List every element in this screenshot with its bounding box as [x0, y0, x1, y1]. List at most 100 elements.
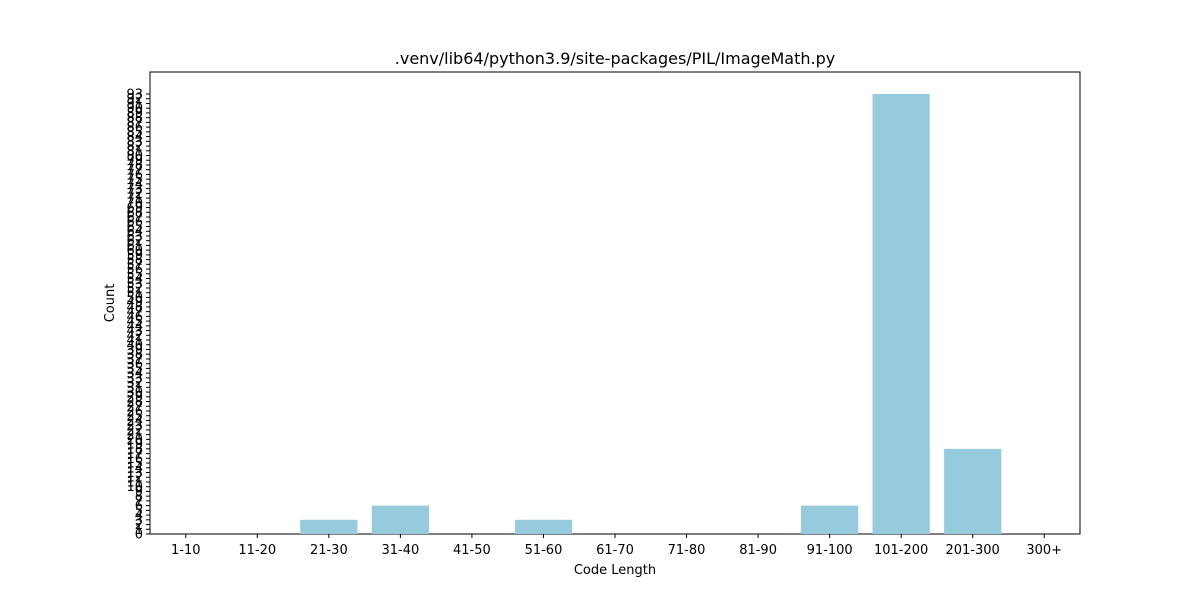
y-tick-label: 77: [126, 163, 143, 178]
y-axis: 0123456789101112131415161718192021222324…: [126, 88, 150, 543]
y-tick-label: 46: [126, 310, 143, 325]
y-tick-label: 19: [126, 438, 143, 453]
y-tick-label: 63: [126, 229, 143, 244]
x-tick-label: 41-50: [453, 543, 491, 558]
y-tick-label: 83: [126, 135, 143, 150]
y-tick-label: 47: [126, 305, 143, 320]
y-tick-label: 56: [126, 263, 143, 278]
y-tick-label: 73: [126, 182, 143, 197]
y-tick-label: 30: [126, 386, 143, 401]
y-tick-label: 81: [126, 144, 143, 159]
y-tick-label: 6: [135, 499, 143, 514]
bars-layer: [300, 94, 1002, 534]
y-tick-label: 58: [126, 253, 143, 268]
y-tick-label: 16: [126, 452, 143, 467]
x-tick-label: 300+: [1026, 543, 1062, 558]
y-tick-label: 49: [126, 296, 143, 311]
y-tick-label: 80: [126, 149, 143, 164]
bar-91-100: [801, 505, 859, 534]
y-tick-label: 71: [126, 192, 143, 207]
x-tick-label: 81-90: [739, 543, 777, 558]
y-tick-label: 79: [126, 154, 143, 169]
y-tick-label: 45: [126, 315, 143, 330]
y-tick-label: 88: [126, 111, 143, 126]
y-tick-label: 37: [126, 352, 143, 367]
y-tick-label: 93: [126, 88, 143, 103]
y-tick-label: 85: [126, 125, 143, 140]
y-tick-label: 55: [126, 267, 143, 282]
y-tick-label: 28: [126, 395, 143, 410]
y-tick-label: 27: [126, 400, 143, 415]
y-tick-label: 31: [126, 381, 143, 396]
y-tick-label: 25: [126, 409, 143, 424]
y-tick-label: 52: [126, 281, 143, 296]
y-tick-label: 76: [126, 168, 143, 183]
y-tick-label: 15: [126, 457, 143, 472]
y-tick-label: 61: [126, 239, 143, 254]
y-tick-label: 5: [135, 504, 143, 519]
y-tick-label: 32: [126, 376, 143, 391]
x-tick-label: 91-100: [807, 543, 853, 558]
x-axis: 1-10 11-20 21-30 31-40 41-50 51-60 61-70 71-80 8…: [171, 534, 1062, 558]
y-tick-label: 7: [135, 494, 143, 509]
y-tick-label: 17: [126, 447, 143, 462]
y-tick-label: 33: [126, 371, 143, 386]
y-tick-label: 14: [126, 461, 143, 476]
y-tick-label: 1: [135, 523, 143, 538]
y-tick-label: 29: [126, 390, 143, 405]
x-tick-label: 1-10: [171, 543, 201, 558]
y-tick-label: 60: [126, 244, 143, 259]
y-tick-label: 11: [126, 475, 143, 490]
y-tick-label: 23: [126, 419, 143, 434]
y-tick-label: 70: [126, 196, 143, 211]
y-tick-label: 51: [126, 286, 143, 301]
x-tick-label: 21-30: [310, 543, 348, 558]
y-tick-label: 75: [126, 173, 143, 188]
y-tick-label: 4: [135, 509, 143, 524]
y-tick-label: 87: [126, 116, 143, 131]
bar-31-40: [371, 505, 429, 534]
y-tick-label: 13: [126, 466, 143, 481]
y-tick-label: 40: [126, 338, 143, 353]
y-tick-label: 8: [135, 490, 143, 505]
y-tick-label: 10: [126, 480, 143, 495]
bar-51-60: [514, 519, 573, 534]
y-tick-label: 64: [126, 225, 143, 240]
x-tick-label: 11-20: [238, 543, 276, 558]
y-tick-label: 53: [126, 277, 143, 292]
y-tick-label: 91: [126, 97, 143, 112]
y-tick-label: 48: [126, 300, 143, 315]
bar-201-300: [944, 448, 1002, 534]
y-tick-label: 69: [126, 201, 143, 216]
y-tick-label: 2: [135, 518, 143, 533]
chart-title: .venv/lib64/python3.9/site-packages/PIL/…: [395, 49, 835, 68]
y-tick-label: 86: [126, 121, 143, 136]
y-tick-label: 18: [126, 442, 143, 457]
y-tick-label: 92: [126, 92, 143, 107]
y-tick-label: 82: [126, 140, 143, 155]
y-tick-label: 50: [126, 291, 143, 306]
y-tick-label: 38: [126, 348, 143, 363]
y-tick-label: 72: [126, 187, 143, 202]
plot-frame: [149, 71, 1081, 535]
y-tick-label: 78: [126, 158, 143, 173]
x-tick-label: 71-80: [668, 543, 706, 558]
y-axis-label: Count: [103, 284, 118, 323]
y-tick-label: 57: [126, 258, 143, 273]
y-tick-label: 90: [126, 102, 143, 117]
y-tick-label: 0: [135, 528, 143, 543]
y-tick-label: 39: [126, 343, 143, 358]
y-tick-label: 22: [126, 423, 143, 438]
x-tick-label: 201-300: [946, 543, 1000, 558]
bar-101-200: [872, 94, 930, 534]
y-tick-label: 9: [135, 485, 143, 500]
y-tick-label: 89: [126, 106, 143, 121]
y-tick-label: 84: [126, 130, 143, 145]
y-tick-label: 21: [126, 428, 143, 443]
y-tick-label: 41: [126, 334, 143, 349]
y-tick-label: 59: [126, 248, 143, 263]
y-tick-label: 62: [126, 234, 143, 249]
y-tick-label: 74: [126, 177, 143, 192]
